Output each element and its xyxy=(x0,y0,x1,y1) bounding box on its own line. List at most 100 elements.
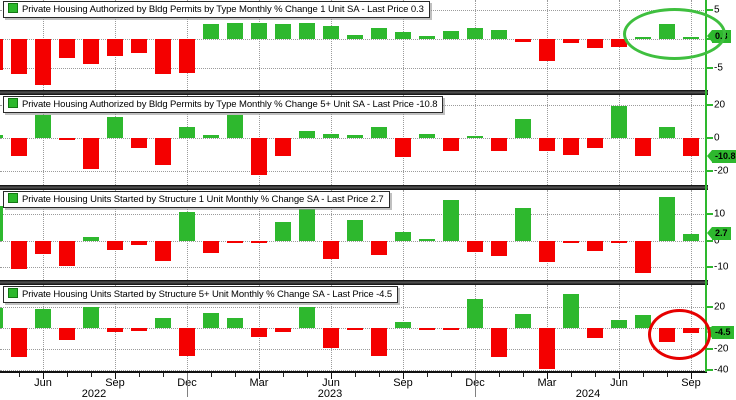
x-axis-tick xyxy=(163,373,164,377)
bar-Oct-2023 xyxy=(419,134,435,138)
bar-Jul-2024 xyxy=(635,137,651,157)
bar-Nov-2023 xyxy=(443,137,459,152)
panel-permits-5plus-unit: Private Housing Authorized by Bldg Permi… xyxy=(0,95,706,185)
bar-Mar-2024 xyxy=(539,38,555,61)
x-axis-month-label: Jun xyxy=(34,377,52,389)
bar-Aug-2024 xyxy=(659,197,675,241)
bar-Jul-2023 xyxy=(347,34,363,39)
axis-tick-label: -20 xyxy=(714,165,729,177)
x-axis-tick xyxy=(547,373,548,379)
vertical-gridline xyxy=(475,0,476,90)
panel-starts-1-unit: Private Housing Units Started by Structu… xyxy=(0,190,706,280)
x-axis-tick xyxy=(403,373,404,379)
bar-Aug-2023 xyxy=(371,328,387,356)
bar-Nov-2023 xyxy=(443,328,459,330)
panel-legend-box: Private Housing Authorized by Bldg Permi… xyxy=(3,1,430,18)
legend-swatch-icon xyxy=(8,3,18,13)
axis-tick-label: 0 xyxy=(714,132,720,144)
panel-legend-box: Private Housing Authorized by Bldg Permi… xyxy=(3,96,444,113)
bar-Sep-2022 xyxy=(107,38,123,56)
axis-tick xyxy=(706,347,713,350)
horizontal-gridline xyxy=(0,214,706,216)
bar-Feb-2023 xyxy=(227,23,243,39)
horizontal-gridline xyxy=(0,67,706,69)
x-axis-tick xyxy=(331,373,332,379)
bar-Jun-2023 xyxy=(323,328,339,348)
vertical-gridline xyxy=(259,0,260,90)
vertical-gridline xyxy=(475,190,476,280)
vertical-gridline xyxy=(547,190,548,280)
horizontal-gridline xyxy=(0,267,706,269)
annotation-ellipse-red xyxy=(648,309,711,360)
bar-Apr-2024 xyxy=(563,137,579,155)
bar-Nov-2022 xyxy=(155,137,171,165)
horizontal-gridline xyxy=(0,240,706,242)
legend-swatch-icon xyxy=(8,288,18,298)
bar-Jun-2022 xyxy=(35,309,51,328)
bar-Apr-2023 xyxy=(275,23,291,39)
bar-Apr-2022 xyxy=(0,206,3,241)
horizontal-gridline xyxy=(0,137,706,139)
bar-Apr-2023 xyxy=(275,137,291,156)
bar-Dec-2023 xyxy=(467,136,483,138)
vertical-gridline xyxy=(43,190,44,280)
bar-Apr-2023 xyxy=(275,328,291,333)
bar-Feb-2023 xyxy=(227,318,243,328)
bar-Apr-2024 xyxy=(563,240,579,243)
horizontal-gridline xyxy=(0,348,706,350)
bar-Jul-2022 xyxy=(59,38,75,59)
vertical-gridline xyxy=(403,0,404,90)
bar-Aug-2023 xyxy=(371,27,387,39)
vertical-gridline xyxy=(619,190,620,280)
bar-Aug-2022 xyxy=(83,237,99,241)
bar-Sep-2023 xyxy=(395,32,411,39)
vertical-gridline xyxy=(115,95,116,185)
panel-divider xyxy=(0,90,708,95)
x-axis-tick xyxy=(43,373,44,379)
x-axis-tick xyxy=(355,373,356,377)
axis-tick-label: 0 xyxy=(714,235,720,247)
bar-Apr-2024 xyxy=(563,38,579,43)
bar-Jul-2023 xyxy=(347,219,363,241)
bar-Sep-2024 xyxy=(683,137,699,157)
x-axis-year-label: 2024 xyxy=(575,388,601,400)
bar-Jun-2024 xyxy=(611,38,627,48)
x-axis-tick xyxy=(283,373,284,377)
axis-tick xyxy=(706,103,713,106)
year-separator xyxy=(475,373,476,397)
bar-Jan-2024 xyxy=(491,328,507,357)
vertical-gridline xyxy=(619,95,620,185)
x-axis-year-label: 2022 xyxy=(81,388,107,400)
bar-May-2023 xyxy=(299,131,315,138)
axis-tick xyxy=(706,368,713,371)
bar-Feb-2024 xyxy=(515,38,531,43)
bar-May-2023 xyxy=(299,306,315,328)
vertical-gridline xyxy=(259,190,260,280)
x-axis-tick xyxy=(67,373,68,377)
bar-Jun-2022 xyxy=(35,240,51,254)
bar-Feb-2023 xyxy=(227,240,243,244)
axis-tick xyxy=(706,239,713,242)
bar-Mar-2024 xyxy=(539,328,555,369)
axis-tick xyxy=(706,306,713,309)
x-axis-tick xyxy=(211,373,212,377)
bar-Dec-2023 xyxy=(467,299,483,328)
axis-tick xyxy=(706,213,713,216)
panel-title: Private Housing Units Started by Structu… xyxy=(22,194,384,205)
axis-tick xyxy=(706,170,713,173)
horizontal-gridline xyxy=(0,307,706,309)
bar-Aug-2022 xyxy=(83,38,99,65)
axis-tick-label: -10 xyxy=(714,261,729,273)
last-price-badge: -10.8 xyxy=(707,149,736,163)
x-axis-tick xyxy=(91,373,92,377)
bar-Sep-2022 xyxy=(107,117,123,138)
bar-Aug-2022 xyxy=(83,137,99,169)
bar-Jun-2024 xyxy=(611,240,627,244)
axis-tick-label: -20 xyxy=(714,343,729,355)
bar-Oct-2023 xyxy=(419,239,435,241)
panel-legend-box: Private Housing Units Started by Structu… xyxy=(3,191,390,208)
panel-title: Private Housing Authorized by Bldg Permi… xyxy=(22,4,424,15)
x-axis-tick xyxy=(571,373,572,377)
bar-Apr-2022 xyxy=(0,308,3,328)
